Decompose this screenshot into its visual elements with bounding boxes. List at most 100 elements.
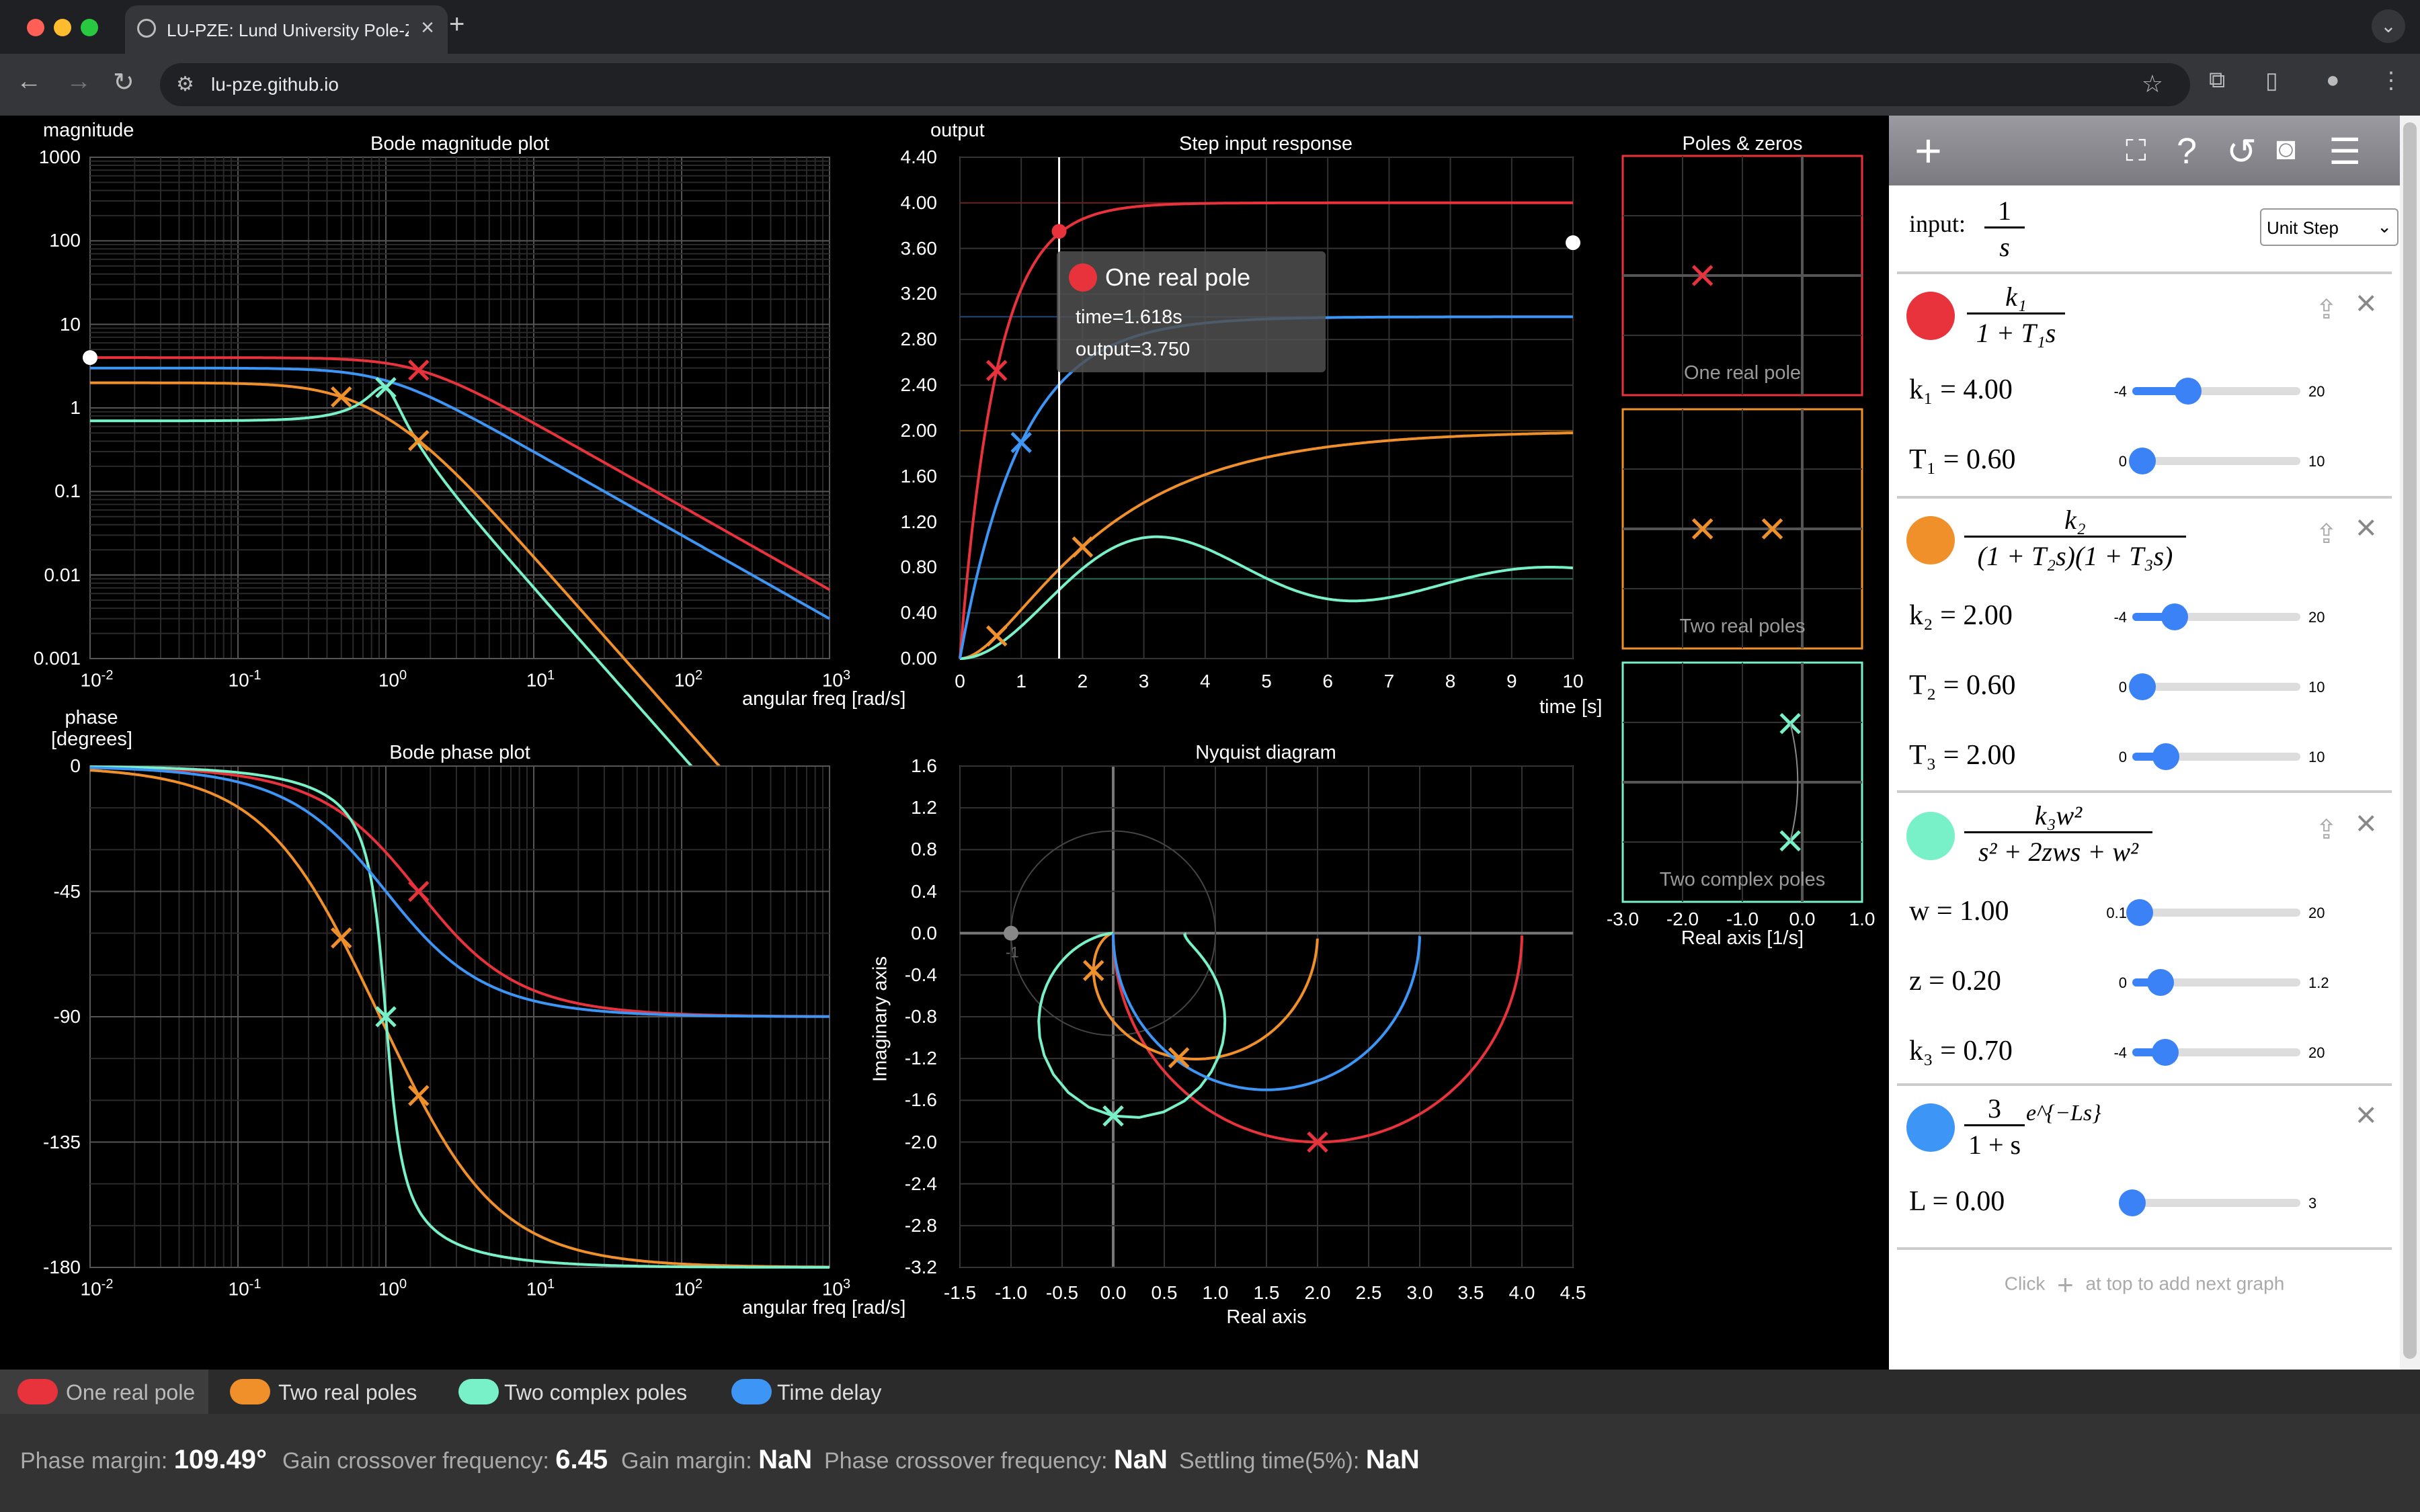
pole-zero-plots[interactable]: One real pole Two real poles Two complex p… xyxy=(1621,155,1863,903)
browser-tab[interactable]: LU-PZE: Lund University Pole-Zero Explor… xyxy=(125,5,448,54)
xtick-exp: -2 xyxy=(101,668,114,683)
legend-two-real-poles[interactable]: Two real poles xyxy=(208,1370,430,1414)
xtick-label: 4 xyxy=(1200,671,1211,691)
slider-knob[interactable] xyxy=(2152,743,2179,770)
slider-knob[interactable] xyxy=(2175,378,2202,405)
menu-icon[interactable]: ⋮ xyxy=(2380,68,2403,93)
legend-one-real-pole[interactable]: One real pole xyxy=(0,1370,208,1414)
pz-box-label: Two complex poles xyxy=(1660,869,1826,890)
tab-search-icon[interactable]: ⌄ xyxy=(2372,9,2405,43)
address-bar[interactable]: ⚙ lu-pze.github.io ☆ xyxy=(160,63,2190,106)
extensions-icon[interactable]: ⧉ xyxy=(2209,67,2226,93)
param-slider[interactable] xyxy=(2119,1189,2300,1216)
pz-box-label: One real pole xyxy=(1684,362,1801,384)
param-label: k₂ = 2.00 xyxy=(1909,600,2013,631)
camera-icon[interactable]: ◙ xyxy=(2276,131,2296,167)
close-window-icon[interactable] xyxy=(27,19,44,36)
xtick-label: 101 xyxy=(507,1277,574,1300)
bode-mag-title: Bode magnitude plot xyxy=(370,133,550,155)
slider-knob[interactable] xyxy=(2129,673,2156,700)
add-graph-icon[interactable]: + xyxy=(1914,124,1942,177)
minimize-window-icon[interactable] xyxy=(54,19,71,36)
close-icon[interactable]: × xyxy=(2355,803,2377,843)
share-icon[interactable]: ⇪ xyxy=(2315,295,2338,325)
param-label: T₁ = 0.60 xyxy=(1909,444,2016,475)
close-icon[interactable]: × xyxy=(2355,283,2377,323)
panel-scrollbar[interactable] xyxy=(2400,116,2420,1370)
ytick-label: 1000 xyxy=(38,146,81,167)
forward-icon[interactable]: → xyxy=(66,67,91,95)
panel-toolbar: + ⛶ ? ↺ ◙ ☰ xyxy=(1889,116,2400,185)
xtick-base: 10 xyxy=(378,669,400,691)
param-slider[interactable] xyxy=(2132,743,2300,770)
input-label: input: xyxy=(1909,210,1966,237)
param-slider[interactable] xyxy=(2129,448,2300,474)
settling-time-label: Settling time(5%): xyxy=(1179,1448,1360,1474)
pole-marker xyxy=(1102,1105,1124,1127)
param-label: T₂ = 0.60 xyxy=(1909,670,2016,701)
graph1-color-dot[interactable] xyxy=(1906,292,1955,340)
graph3-color-dot[interactable] xyxy=(1906,812,1955,860)
param-slider[interactable] xyxy=(2132,603,2300,630)
bode-mag-xlabel: angular freq [rad/s] xyxy=(742,688,906,710)
reload-icon[interactable]: ↻ xyxy=(113,69,134,97)
scrollbar-thumb[interactable] xyxy=(2403,122,2417,1359)
help-icon[interactable]: ? xyxy=(2177,131,2197,171)
param-slider[interactable] xyxy=(2132,1039,2300,1066)
slider-knob[interactable] xyxy=(2129,448,2156,474)
pole-marker xyxy=(1307,1131,1328,1153)
slider-knob[interactable] xyxy=(2146,969,2174,996)
back-icon[interactable]: ← xyxy=(16,67,42,95)
slider-min: 0.1 xyxy=(2106,905,2127,921)
share-icon[interactable]: ⇪ xyxy=(2315,519,2338,549)
xtick-label: -0.5 xyxy=(1045,1282,1079,1303)
xtick-label: 1.0 xyxy=(1849,909,1876,929)
input-type-select[interactable]: Unit Step ⌄ xyxy=(2260,208,2398,246)
reset-icon[interactable]: ↺ xyxy=(2226,132,2257,172)
legend-two-complex-poles[interactable]: Two complex poles xyxy=(437,1370,706,1414)
bode-phase-plot[interactable] xyxy=(89,765,830,1269)
ytick-label: -0.4 xyxy=(904,964,937,985)
site-info-icon[interactable]: ⚙ xyxy=(176,73,194,95)
sidebar-icon[interactable]: ▯ xyxy=(2265,68,2278,93)
xtick-base: 10 xyxy=(526,1278,548,1300)
param-slider[interactable] xyxy=(2132,378,2300,405)
graph4-color-dot[interactable] xyxy=(1906,1103,1955,1152)
graph1-num: k₁ xyxy=(1967,281,2065,314)
slider-knob[interactable] xyxy=(2119,1189,2146,1216)
share-icon[interactable]: ⇪ xyxy=(2315,815,2338,845)
step-response-plot[interactable] xyxy=(959,157,1580,660)
nyquist-plot[interactable]: -1 xyxy=(959,765,1574,1268)
close-icon[interactable]: × xyxy=(2355,1095,2377,1135)
pole-marker xyxy=(1779,713,1801,734)
ytick-label: 0.001 xyxy=(33,648,81,669)
close-icon[interactable]: × xyxy=(2355,507,2377,548)
settings-sliders-icon[interactable]: ☰ xyxy=(2329,132,2362,172)
legend-time-delay[interactable]: Time delay xyxy=(710,1370,912,1414)
param-slider[interactable] xyxy=(2129,673,2300,700)
new-tab-icon[interactable]: + xyxy=(449,9,465,39)
graph2-color-dot[interactable] xyxy=(1906,516,1955,564)
step-series-2 xyxy=(959,431,1573,660)
slider-knob[interactable] xyxy=(2151,1039,2179,1066)
tooltip-color-dot xyxy=(1069,263,1097,292)
ytick-label: 0.8 xyxy=(911,839,937,860)
bode-magnitude-plot[interactable] xyxy=(83,157,831,794)
root-locus xyxy=(1789,723,1799,841)
param-slider[interactable] xyxy=(2132,969,2300,996)
fullscreen-icon[interactable]: ⛶ xyxy=(2126,134,2146,167)
transfer-function-panel: + ⛶ ? ↺ ◙ ☰ input: 1 s Unit Step ⌄ k₁ 1 … xyxy=(1889,116,2400,1370)
slider-knob[interactable] xyxy=(2126,899,2154,926)
graph4-den: 1 + s xyxy=(1968,1130,2021,1160)
bookmark-star-icon[interactable]: ☆ xyxy=(2141,70,2163,97)
xtick-base: 10 xyxy=(526,669,548,691)
xtick-label: 2.0 xyxy=(1304,1282,1331,1303)
slider-knob[interactable] xyxy=(2161,603,2188,630)
param-slider[interactable] xyxy=(2126,899,2300,926)
close-tab-icon[interactable]: × xyxy=(421,15,434,40)
pole-marker xyxy=(375,1006,397,1027)
maximize-window-icon[interactable] xyxy=(81,19,98,36)
profile-icon[interactable]: ● xyxy=(2326,67,2340,93)
step-title: Step input response xyxy=(1179,133,1353,155)
